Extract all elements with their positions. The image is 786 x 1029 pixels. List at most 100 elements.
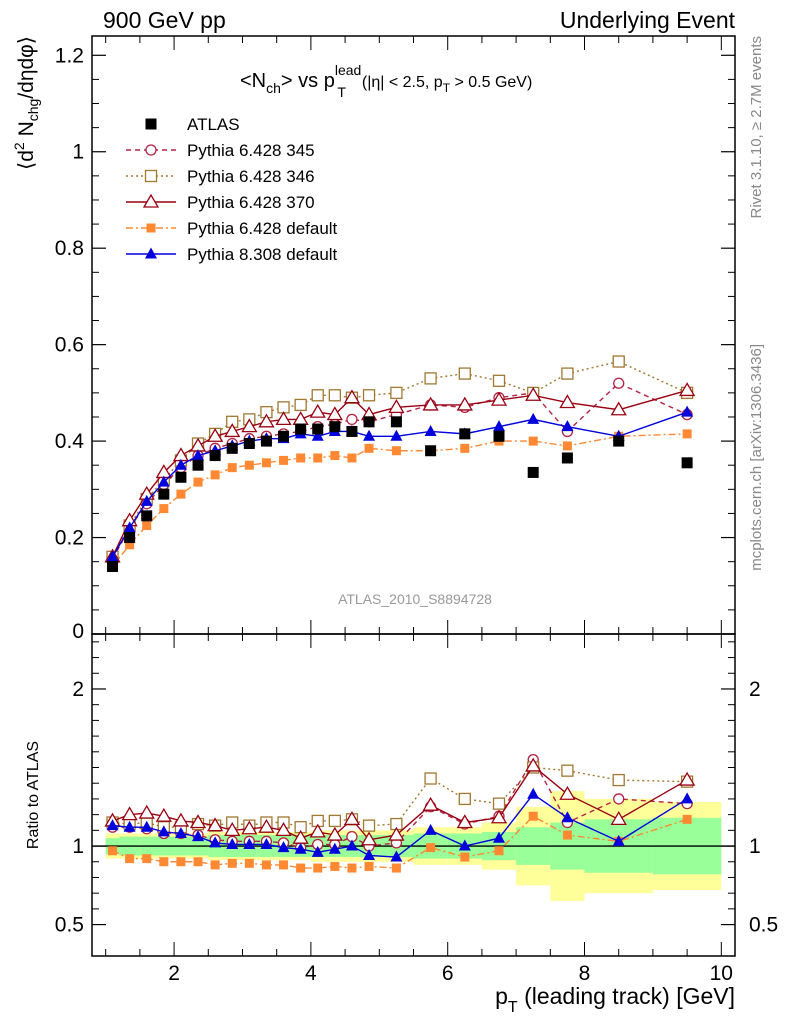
data-point xyxy=(681,405,694,417)
data-point xyxy=(346,425,358,437)
data-point xyxy=(313,453,323,463)
data-point xyxy=(328,389,341,402)
data-point xyxy=(226,442,238,454)
xlabel-a: p xyxy=(495,983,508,1009)
data-point xyxy=(309,403,326,418)
data-point xyxy=(459,428,471,440)
ratio-point xyxy=(364,861,374,871)
data-point xyxy=(279,455,289,465)
xlabel-b: (leading track) [GeV] xyxy=(518,983,735,1009)
ylabel-sub: chg xyxy=(25,99,41,122)
ylabel-c: /dηdφ⟩ xyxy=(15,36,38,99)
ratio-point xyxy=(678,771,696,786)
data-point xyxy=(490,391,508,406)
ratio-point xyxy=(328,814,341,828)
ylabel-a: ⟨d xyxy=(15,150,38,170)
main-y-tick-label: 0.8 xyxy=(55,237,84,260)
ratio-point xyxy=(108,846,118,856)
ratio-point xyxy=(241,820,258,835)
ratio-series-pythia-6-428-default xyxy=(108,811,692,873)
legend-label: Pythia 8.308 default xyxy=(187,245,338,264)
data-point xyxy=(193,477,203,487)
data-point xyxy=(682,429,692,439)
main-y-tick-label: 1.2 xyxy=(55,44,84,67)
data-point xyxy=(158,488,170,500)
ratio-point xyxy=(562,830,572,840)
data-point xyxy=(364,443,374,453)
ratio-point xyxy=(682,814,692,824)
x-tick-label: 4 xyxy=(305,962,317,985)
ratio-point xyxy=(275,822,292,836)
rivet-label: Rivet 3.1.10, ≥ 2.7M events xyxy=(748,36,765,219)
ratio-point xyxy=(424,772,437,785)
x-tick-label: 6 xyxy=(442,962,454,985)
ratio-point xyxy=(559,785,576,800)
ratio-point xyxy=(309,823,326,838)
main-y-tick-label: 1 xyxy=(72,141,84,164)
data-point xyxy=(613,435,625,447)
ratio-point xyxy=(527,787,540,799)
ratio-point xyxy=(360,831,378,846)
data-point xyxy=(610,401,627,416)
data-point xyxy=(422,396,439,411)
data-point xyxy=(326,406,343,421)
ratio-y-tick-label-right: 2 xyxy=(749,678,761,701)
data-point xyxy=(142,520,152,530)
ratio-point xyxy=(174,826,187,838)
data-point xyxy=(124,532,136,544)
data-point xyxy=(613,377,625,389)
ratio-ticks: 0.5 0.5 1 1 2 2 2 4 6 8 10 xyxy=(55,634,778,985)
legend-marker xyxy=(146,223,156,233)
main-y-ticks: 0 0.2 0.4 0.6 0.8 1 1.2 xyxy=(55,36,735,643)
data-point xyxy=(258,413,275,428)
data-point xyxy=(424,424,437,436)
title-cut-sub: T xyxy=(443,81,451,95)
data-point xyxy=(363,416,375,428)
ratio-point xyxy=(362,819,376,832)
header-right: Underlying Event xyxy=(560,7,736,33)
ratio-line xyxy=(112,815,688,869)
data-point xyxy=(209,450,221,462)
ratio-point xyxy=(294,842,307,854)
ylabel-sup: 2 xyxy=(11,142,27,150)
ratio-point xyxy=(456,814,473,829)
data-point xyxy=(362,389,376,402)
ratio-point xyxy=(206,817,224,832)
mcplots-label: mcplots.cern.ch [arXiv:1306.3436] xyxy=(748,344,765,571)
ratio-point xyxy=(345,839,358,851)
data-point xyxy=(311,429,324,441)
ratio-y-tick-label-right: 1 xyxy=(749,835,761,858)
ratio-point xyxy=(155,807,172,822)
ratio-point xyxy=(296,863,306,873)
ratio-point xyxy=(613,793,625,805)
ratio-point xyxy=(681,792,694,804)
ratio-series xyxy=(104,754,696,873)
ratio-point xyxy=(189,814,207,829)
main-y-tick-label: 0.6 xyxy=(55,334,84,357)
title-sup: lead xyxy=(335,62,361,78)
ratio-point xyxy=(460,852,470,862)
ratio-point xyxy=(328,842,341,854)
ratio-point xyxy=(140,820,153,832)
legend-item: Pythia 8.308 default xyxy=(126,245,338,264)
ratio-point xyxy=(258,818,275,833)
ratio-point xyxy=(138,804,155,819)
legend-item: Pythia 6.428 345 xyxy=(126,141,315,160)
data-point xyxy=(192,449,205,461)
legend-label: Pythia 6.428 345 xyxy=(187,141,315,160)
data-point xyxy=(174,458,187,470)
data-point xyxy=(278,430,290,442)
ratio-point xyxy=(422,796,439,811)
data-point xyxy=(243,438,255,450)
ratio-point xyxy=(390,850,403,862)
data-point xyxy=(681,457,693,469)
ratio-point xyxy=(612,834,625,846)
legend-label: Pythia 6.428 370 xyxy=(187,193,315,212)
ratio-point xyxy=(311,845,324,857)
data-point xyxy=(528,436,538,446)
xlabel-sub: T xyxy=(508,999,518,1016)
data-point xyxy=(612,355,625,368)
ratio-y-tick-label: 0.5 xyxy=(55,914,84,937)
